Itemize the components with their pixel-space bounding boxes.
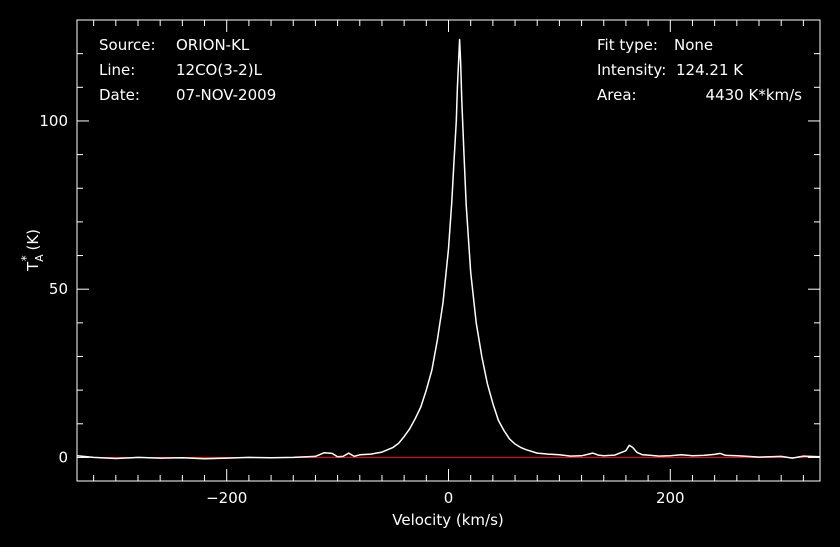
y-axis-label-main: T bbox=[24, 261, 42, 272]
y-axis-label-sup: * bbox=[19, 255, 33, 261]
y-axis-label: TA* (K) bbox=[19, 229, 46, 272]
axis-ticks: −200 0 200 0 50 100 bbox=[39, 20, 820, 507]
x-tick-label: 0 bbox=[444, 489, 454, 507]
y-axis-label-unit: (K) bbox=[24, 229, 42, 255]
fit-type-value: None bbox=[674, 36, 713, 54]
info-block-right: Fit type: None Intensity: 124.21 K Area:… bbox=[597, 36, 802, 104]
intensity-value: 124.21 K bbox=[676, 61, 744, 79]
source-label: Source: bbox=[99, 36, 156, 54]
area-label: Area: bbox=[597, 86, 637, 104]
line-value: 12CO(3-2)L bbox=[176, 61, 263, 79]
area-value: 4430 K*km/s bbox=[706, 86, 803, 104]
date-value: 07-NOV-2009 bbox=[176, 86, 276, 104]
intensity-label: Intensity: bbox=[597, 61, 666, 79]
plot-marks bbox=[76, 38, 821, 460]
y-axis-label-sub: A bbox=[33, 254, 46, 262]
y-tick-label: 50 bbox=[49, 280, 68, 298]
fit-type-label: Fit type: bbox=[597, 36, 658, 54]
x-tick-label: 200 bbox=[656, 489, 685, 507]
spectrum-line-0 bbox=[76, 38, 821, 460]
info-block-left: Source: ORION-KL Line: 12CO(3-2)L Date: … bbox=[99, 36, 276, 104]
source-value: ORION-KL bbox=[176, 36, 250, 54]
y-tick-label: 100 bbox=[39, 112, 68, 130]
x-axis-label: Velocity (km/s) bbox=[392, 511, 503, 529]
y-tick-label: 0 bbox=[58, 448, 68, 466]
line-label: Line: bbox=[99, 61, 135, 79]
date-label: Date: bbox=[99, 86, 140, 104]
x-tick-label: −200 bbox=[206, 489, 247, 507]
